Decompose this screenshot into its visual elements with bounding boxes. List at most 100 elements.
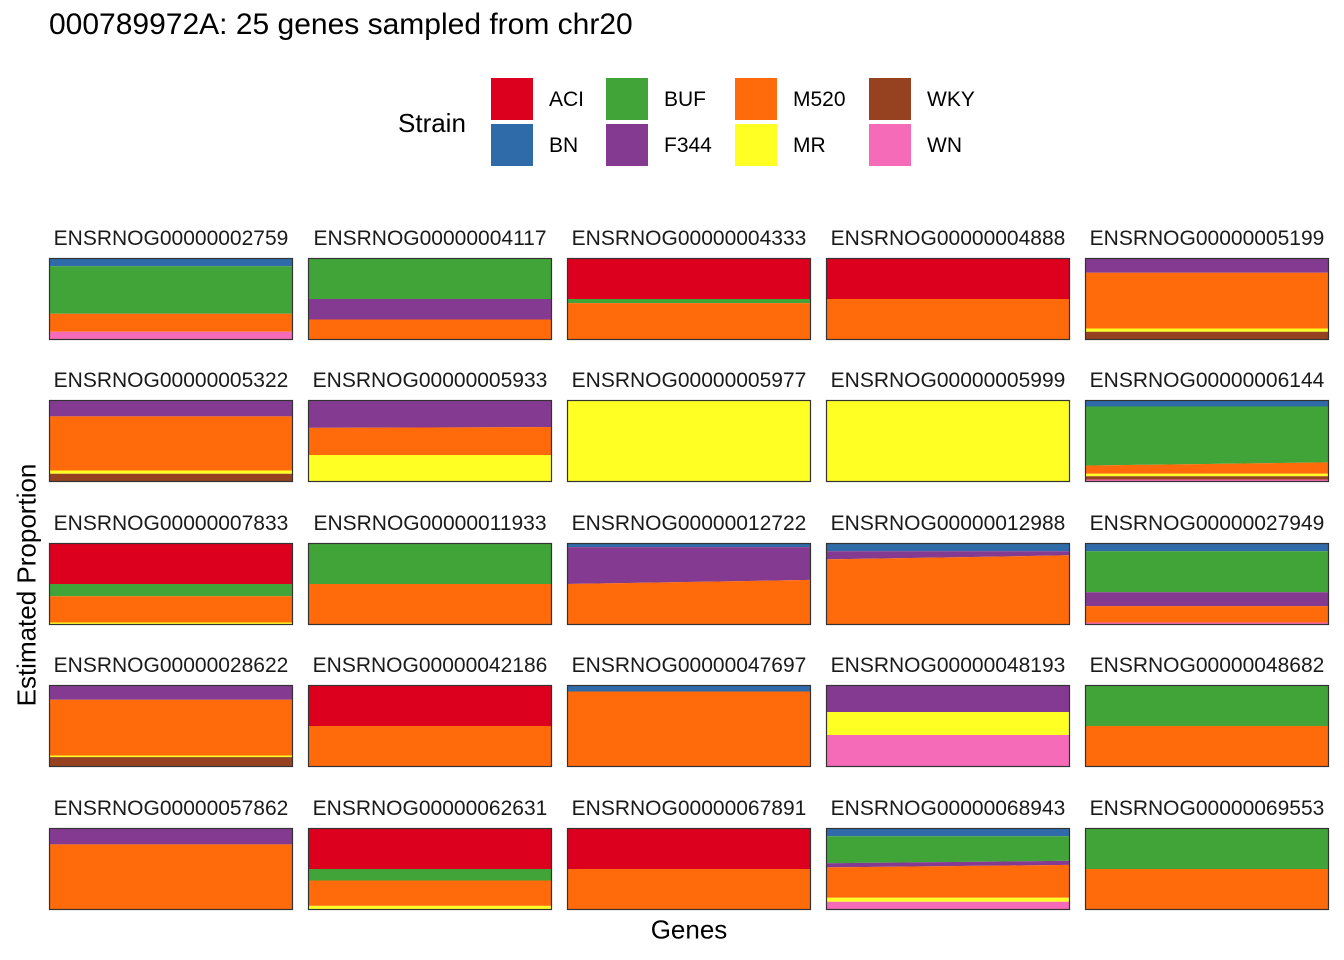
legend-key-mr [735, 124, 777, 166]
panel-border [566, 684, 812, 768]
panel-border [1084, 399, 1330, 483]
area-bn [1085, 400, 1329, 407]
legend-key-aci [491, 78, 533, 120]
facet-strip-label: ENSRNOG00000067891 [572, 797, 807, 820]
facet-panel: ENSRNOG00000062631 [307, 797, 553, 911]
area-buf [567, 299, 811, 304]
facet-strip-label: ENSRNOG00000005977 [572, 369, 807, 392]
area-buf [1085, 828, 1329, 869]
area-f344 [308, 299, 552, 320]
legend-key-buf [606, 78, 648, 120]
facet-strip-label: ENSRNOG00000005999 [831, 369, 1066, 392]
facet-panel: ENSRNOG00000004117 [307, 227, 553, 341]
panel-border [48, 827, 294, 911]
area-m520 [308, 880, 552, 906]
area-mr [826, 400, 1070, 482]
area-f344 [826, 551, 1070, 560]
area-aci [308, 685, 552, 726]
area-m520 [308, 427, 552, 455]
area-mr [49, 470, 293, 474]
area-m520 [826, 864, 1070, 898]
facet-strip-label: ENSRNOG00000057862 [54, 797, 289, 820]
area-wky [1085, 331, 1329, 340]
facet-panel: ENSRNOG00000005322 [48, 369, 294, 483]
area-buf [1085, 685, 1329, 726]
area-f344 [567, 547, 811, 584]
facet-panel: ENSRNOG00000012722 [566, 512, 812, 626]
facet-panel: ENSRNOG00000004888 [825, 227, 1071, 341]
area-aci [308, 828, 552, 869]
legend-label-buf: BUF [664, 88, 706, 111]
area-wn [826, 901, 1070, 910]
facet-panel: ENSRNOG00000069553 [1084, 797, 1330, 911]
area-m520 [49, 699, 293, 756]
area-buf [308, 869, 552, 881]
x-axis-label: Genes [650, 914, 728, 945]
area-f344 [826, 860, 1070, 868]
area-f344 [826, 685, 1070, 713]
area-bn [567, 685, 811, 692]
panel-border [48, 257, 294, 341]
area-f344 [308, 400, 552, 428]
facet-strip-label: ENSRNOG00000002759 [54, 227, 289, 250]
facet-strip-label: ENSRNOG00000047697 [572, 654, 807, 677]
area-mr [49, 755, 293, 758]
area-bn [49, 258, 293, 267]
area-buf [49, 266, 293, 314]
area-m520 [567, 691, 811, 767]
panel-border [307, 542, 553, 626]
legend-key-bn [491, 124, 533, 166]
legend-key-f344 [606, 124, 648, 166]
facet-strip-label: ENSRNOG00000004333 [572, 227, 807, 250]
area-f344 [1085, 592, 1329, 607]
legend-label-bn: BN [549, 134, 579, 157]
facet-strip-label: ENSRNOG00000048193 [831, 654, 1066, 677]
area-m520 [567, 869, 811, 910]
legend-label-mr: MR [793, 134, 826, 157]
area-f344 [49, 685, 293, 700]
panel-border [48, 399, 294, 483]
legend-label-m520: M520 [793, 88, 846, 111]
legend-key-wn [869, 124, 911, 166]
area-buf [308, 258, 552, 299]
panel-border [307, 257, 553, 341]
panel-border [825, 684, 1071, 768]
facet-strip-label: ENSRNOG00000012722 [572, 512, 807, 535]
area-aci [567, 828, 811, 869]
panel-border [825, 542, 1071, 626]
facet-panel: ENSRNOG00000005933 [307, 369, 553, 483]
area-m520 [567, 303, 811, 340]
facet-panel: ENSRNOG00000048193 [825, 654, 1071, 768]
area-m520 [1085, 272, 1329, 329]
area-m520 [1085, 462, 1329, 474]
area-bn [826, 828, 1070, 837]
panel-border [48, 542, 294, 626]
area-m520 [567, 579, 811, 625]
facet-strip-label: ENSRNOG00000011933 [313, 512, 546, 535]
panel-border [1084, 684, 1330, 768]
facet-panel: ENSRNOG00000005977 [566, 369, 812, 483]
facet-panel: ENSRNOG00000028622 [48, 654, 294, 768]
area-mr [826, 712, 1070, 736]
panel-border [48, 684, 294, 768]
panel-border [825, 257, 1071, 341]
facet-panel: ENSRNOG00000006144 [1084, 369, 1330, 483]
facet-strip-label: ENSRNOG00000005322 [54, 369, 289, 392]
area-mr [826, 897, 1070, 902]
facet-panel: ENSRNOG00000007833 [48, 512, 294, 626]
area-mr [1085, 473, 1329, 477]
panel-border [1084, 542, 1330, 626]
facet-strip-label: ENSRNOG00000006144 [1090, 369, 1325, 392]
panel-border [307, 399, 553, 483]
area-wn [826, 735, 1070, 767]
panel-border [566, 257, 812, 341]
facet-panel: ENSRNOG00000047697 [566, 654, 812, 768]
facet-panel: ENSRNOG00000068943 [825, 797, 1071, 911]
facet-strip-label: ENSRNOG00000048682 [1090, 654, 1325, 677]
area-m520 [49, 313, 293, 332]
facet-panel: ENSRNOG00000012988 [825, 512, 1071, 626]
facet-strip-label: ENSRNOG00000007833 [54, 512, 289, 535]
facet-strip-label: ENSRNOG00000027949 [1090, 512, 1325, 535]
area-wn [49, 331, 293, 340]
